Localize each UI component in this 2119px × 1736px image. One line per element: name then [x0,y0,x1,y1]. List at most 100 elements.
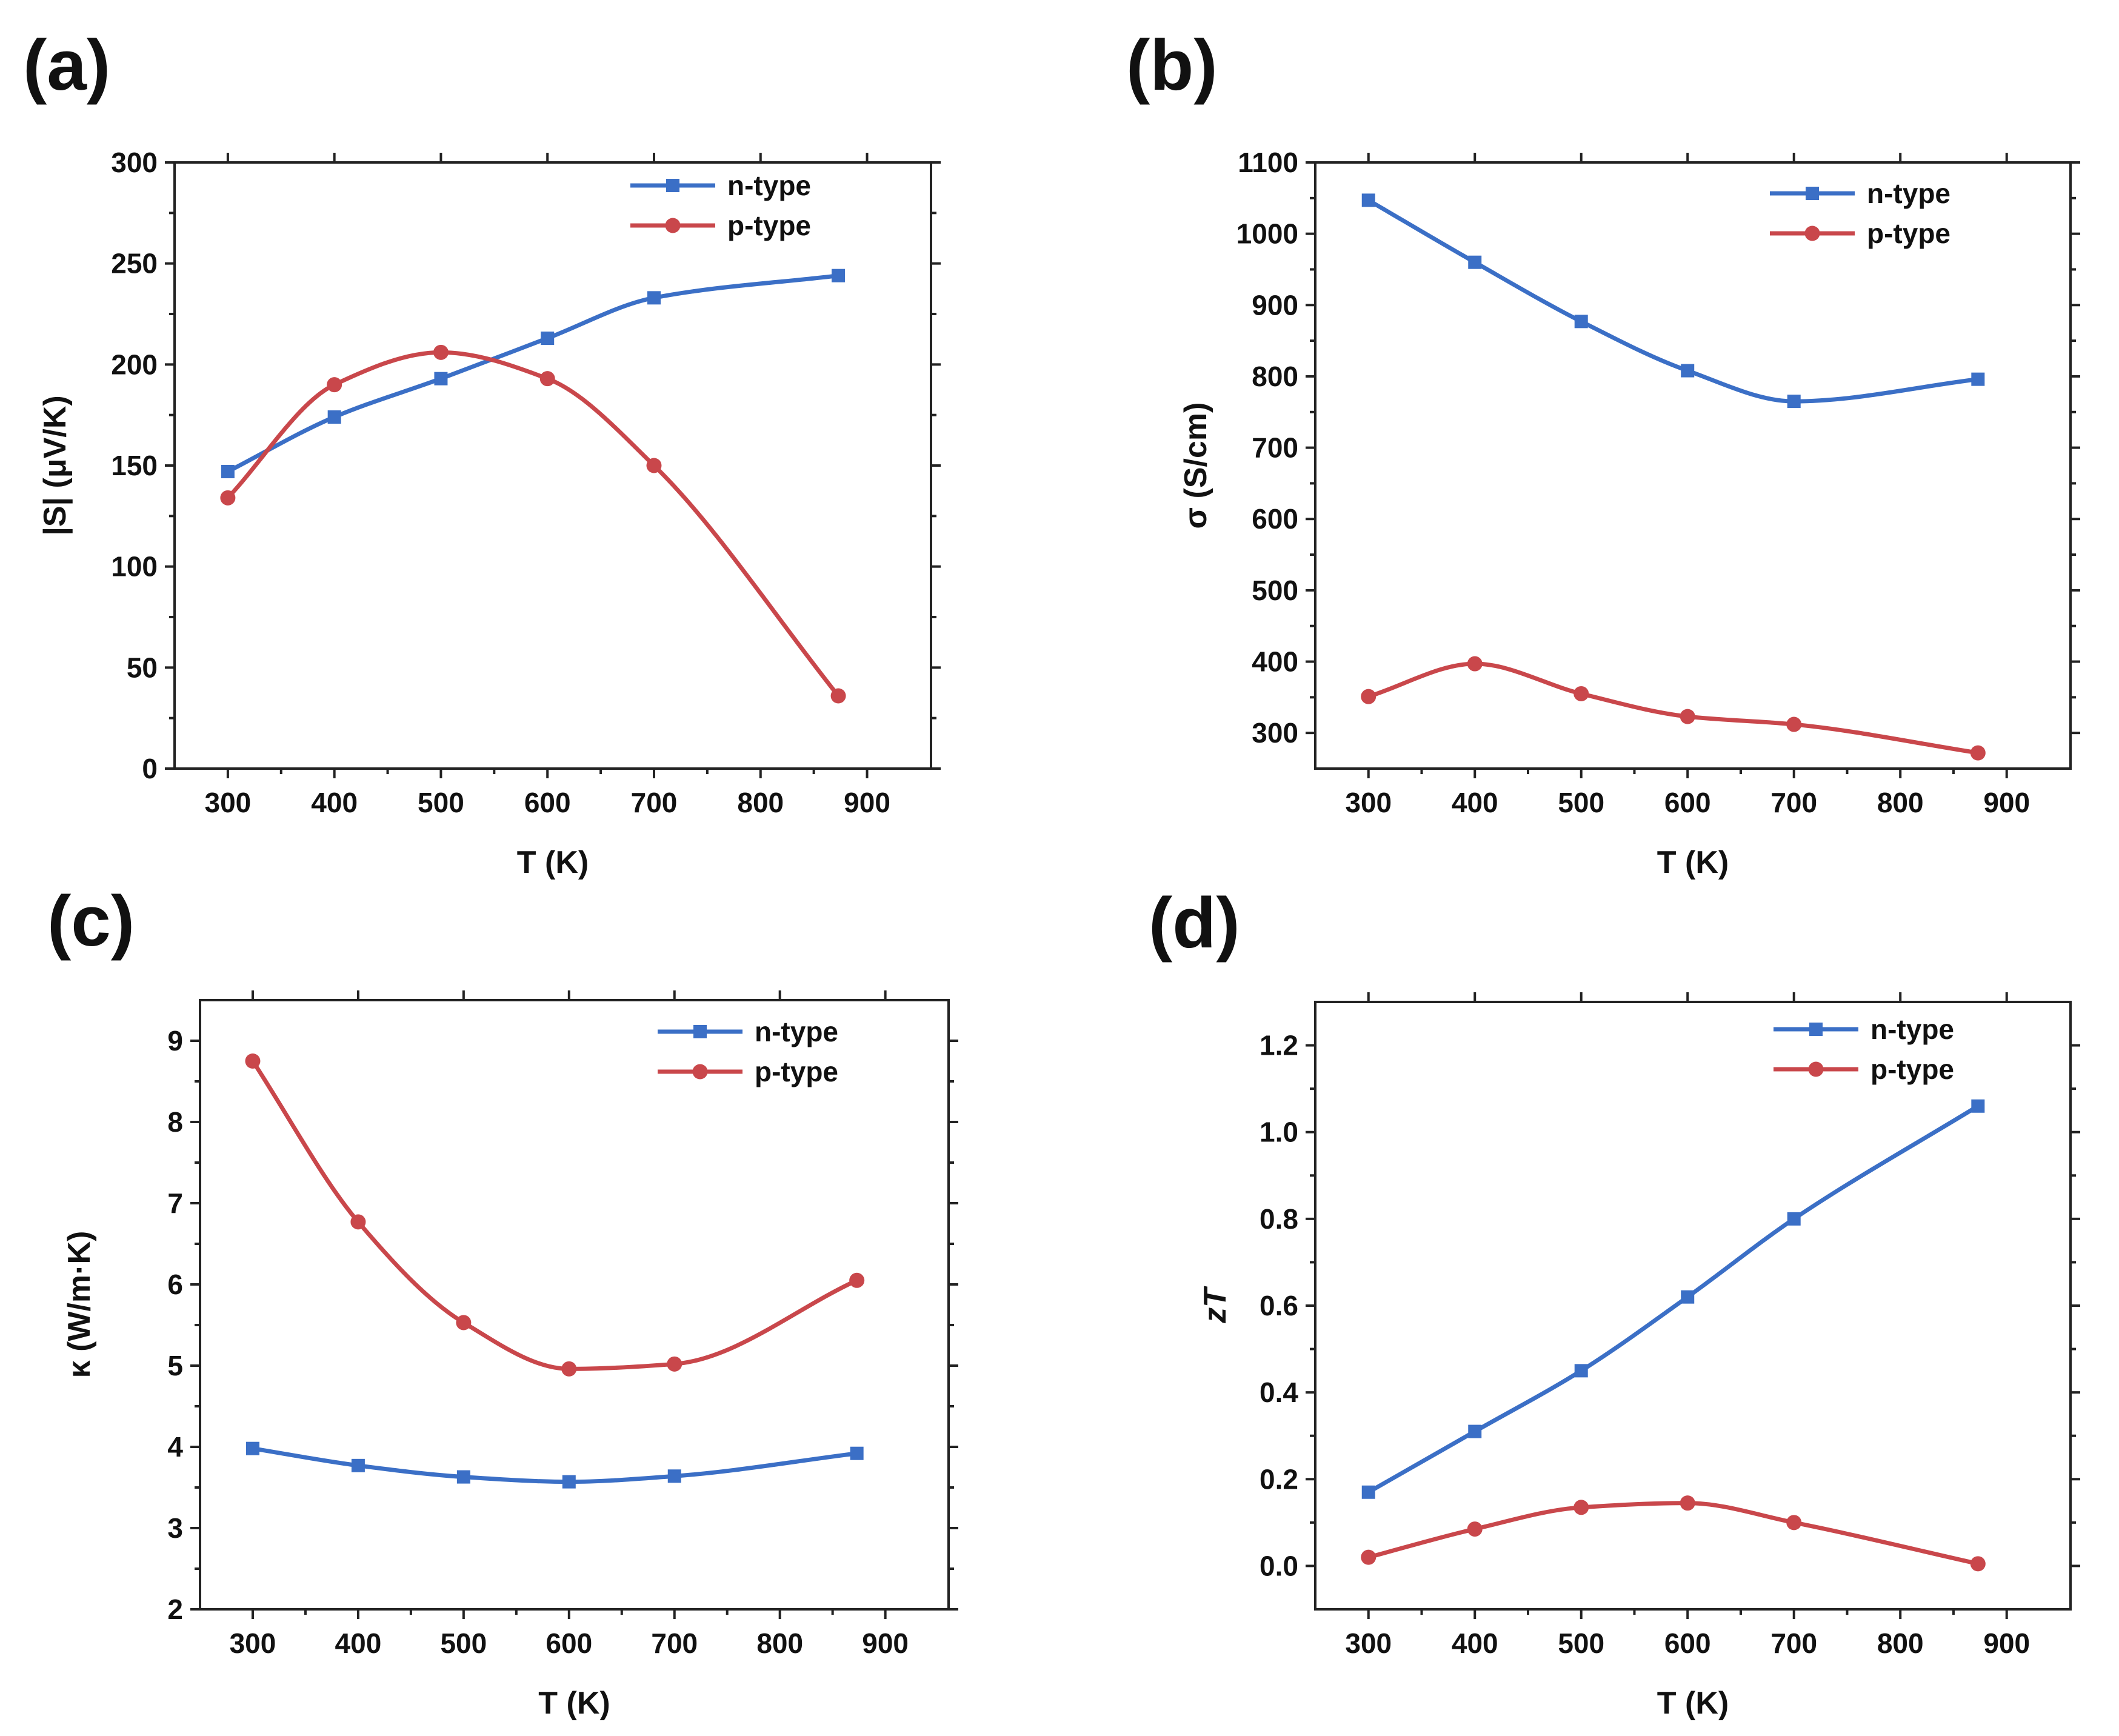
p-type-point [1970,745,1986,761]
y-tick-label: 5 [167,1350,183,1381]
series-p-type: p-type [220,210,846,704]
panel-d: (d) 300 400 500 600 700 800 900 0.0 0.2 0.4 0.6 0.8 1… [1149,883,2080,1721]
x-tick-label: 500 [1558,1628,1604,1659]
p-type-point [1970,1556,1986,1572]
x-tick-label: 400 [1452,787,1498,818]
n-type-point [1971,1099,1985,1113]
series-p-type: p-type [1361,1053,1986,1572]
n-type-point [434,372,448,386]
p-type-point [667,1356,682,1372]
series-n-type: n-type [245,1016,864,1489]
p-type-point [849,1272,865,1288]
legend-marker [693,1025,707,1038]
x-axis-title: T (K) [1657,1686,1729,1721]
y-tick-label: 1.0 [1260,1117,1298,1148]
y-tick-label: 300 [1252,717,1298,749]
y-tick-label: 50 [127,652,158,683]
x-tick-label: 600 [1664,1628,1711,1659]
legend-label: p-type [727,210,811,241]
panel-label: (d) [1149,883,1240,963]
x-axis-title: T (K) [538,1686,610,1721]
panel-b: (b) 300 400 500 600 700 800 900 300 400 500 600 700 8… [1126,25,2080,880]
x-tick-label: 600 [524,787,571,818]
n-type-point [456,1470,470,1484]
legend-label: n-type [727,170,811,201]
x-tick-label: 400 [335,1628,382,1659]
x-tick-label: 700 [1770,787,1817,818]
legend-marker [666,179,679,192]
x-tick-label: 800 [756,1628,803,1659]
y-tick-label: 0.8 [1260,1203,1298,1235]
legend-label: n-type [1870,1013,1954,1045]
x-tick-label: 300 [1345,787,1392,818]
legend-label: n-type [755,1016,838,1047]
plot-frame [1314,161,2072,770]
y-tick-label: 9 [167,1025,183,1057]
p-type-point [561,1361,577,1377]
y-tick-label: 0.6 [1260,1290,1298,1321]
series-n-type: n-type [1361,1013,1985,1499]
p-type-line [251,1060,858,1371]
y-tick-label: 0.4 [1260,1377,1298,1408]
p-type-point [456,1315,472,1330]
y-axis-title: κ (W/m·K) [62,1231,97,1378]
x-tick-label: 300 [1345,1628,1392,1659]
p-type-point [1786,1515,1802,1531]
x-tick-label: 400 [1452,1628,1498,1659]
n-type-point [327,410,341,424]
p-type-point [1467,1521,1483,1537]
plot-frame [1314,1001,2072,1611]
p-type-point [245,1053,261,1069]
p-type-point [1361,689,1377,704]
x-tick-label: 900 [1983,1628,2030,1659]
n-type-point [1787,1212,1801,1226]
x-tick-label: 600 [546,1628,592,1659]
p-type-line [226,350,840,698]
x-tick-label: 500 [1558,787,1604,818]
legend-label: p-type [1867,218,1950,249]
p-type-point [830,688,846,704]
panel-a: (a) 300 400 500 600 700 800 900 0 50 100 150 200 250 3… [23,25,941,880]
y-axis-title: |S| (μV/K) [38,395,73,535]
p-type-point [646,458,662,473]
series-p-type: p-type [245,1053,865,1377]
p-type-point [220,490,236,506]
panel-label: (b) [1126,25,1218,105]
plot-frame [199,999,950,1611]
series-n-type: n-type [221,170,846,478]
n-type-point [1681,364,1695,378]
y-tick-label: 1100 [1238,147,1298,178]
x-tick-label: 800 [1877,787,1924,818]
panel-label: (a) [23,25,110,105]
x-axis-title: T (K) [517,845,589,880]
series-p-type: p-type [1361,218,1986,761]
x-tick-label: 300 [205,787,252,818]
panel-label: (c) [47,881,135,961]
y-tick-label: 7 [167,1187,183,1219]
n-type-point [647,291,661,305]
n-type-point [832,269,846,282]
n-type-point [1361,1485,1375,1499]
x-tick-label: 500 [418,787,464,818]
n-type-point [1574,315,1588,329]
n-type-point [221,465,235,478]
series-n-type: n-type [1361,178,1985,409]
p-type-point [1680,709,1695,724]
legend-label: p-type [1870,1053,1954,1085]
y-tick-label: 100 [111,551,158,583]
y-tick-label: 700 [1252,432,1298,464]
y-tick-label: 600 [1252,503,1298,535]
n-type-point [562,1475,576,1489]
n-type-point [850,1446,864,1460]
legend-marker [1808,1061,1824,1077]
x-tick-label: 600 [1664,787,1711,818]
n-type-point [1681,1290,1695,1304]
n-type-point [245,1441,259,1455]
n-type-line [1367,1104,1980,1494]
x-axis-title: T (K) [1657,845,1729,880]
n-type-line [1367,198,1978,404]
y-tick-label: 6 [167,1269,183,1300]
p-type-point [1361,1549,1377,1565]
y-axis-title: zT [1198,1286,1233,1324]
